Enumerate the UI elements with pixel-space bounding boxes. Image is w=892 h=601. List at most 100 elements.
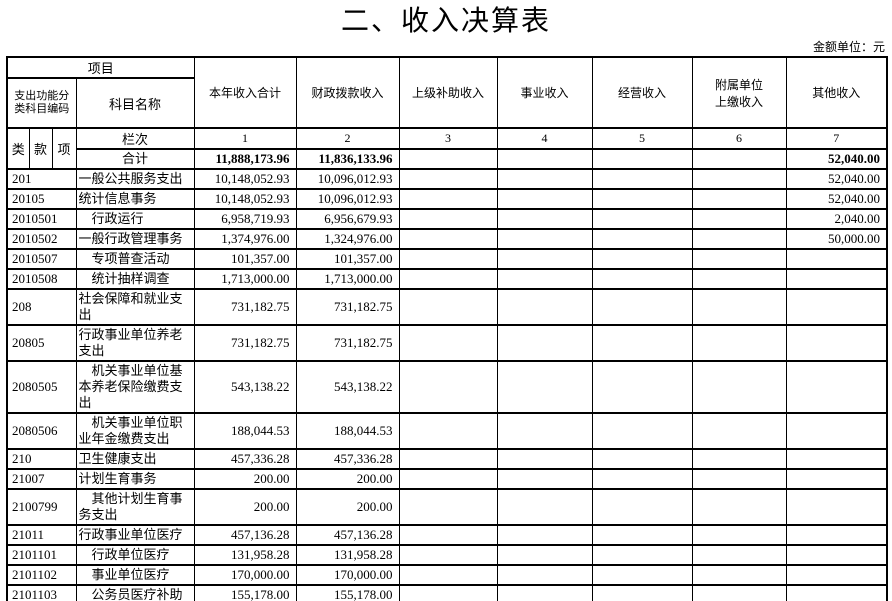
header-row-labels: 支出功能分类科目编码 科目名称	[6, 77, 887, 129]
row-code: 2101103	[6, 584, 77, 601]
column-number: 6	[691, 127, 787, 150]
total-row: 合计 11,888,173.96 11,836,133.96 52,040.00	[7, 148, 888, 170]
row-name: 专项普查活动	[75, 248, 195, 270]
table-row: 201 一般公共服务支出 10,148,052.93 10,096,012.93…	[6, 168, 888, 190]
row-value: 170,000.00	[295, 564, 400, 586]
row-code: 2101102	[6, 564, 77, 586]
row-value: 200.00	[193, 488, 297, 526]
row-code: 2101101	[6, 544, 77, 566]
page-title: 二、收入决算表	[340, 6, 551, 37]
row-value	[591, 324, 693, 362]
row-value: 131,958.28	[295, 544, 400, 566]
row-value	[591, 360, 693, 414]
row-name: 统计信息事务	[75, 188, 195, 210]
row-value	[398, 168, 498, 190]
row-code: 2080505	[6, 360, 77, 414]
table-row: 2010507 专项普查活动 101,357.00 101,357.00	[6, 248, 888, 270]
row-name: 行政单位医疗	[75, 544, 195, 566]
row-value	[591, 288, 693, 326]
row-value	[398, 524, 498, 546]
subject-name-header: 科目名称	[75, 77, 195, 129]
table-row: 2100799 其他计划生育事务支出 200.00 200.00	[6, 488, 888, 526]
total-value: 11,836,133.96	[295, 148, 400, 170]
row-value	[591, 248, 693, 270]
column-header-affiliate-remittance: 附属单位上缴收入	[691, 56, 787, 129]
row-value: 155,178.00	[193, 584, 297, 601]
row-value: 6,958,719.93	[193, 208, 297, 230]
row-value	[591, 448, 693, 470]
row-name: 事业单位医疗	[75, 564, 195, 586]
row-value: 50,000.00	[785, 228, 888, 250]
row-value	[591, 168, 693, 190]
row-value	[398, 288, 498, 326]
row-value	[496, 324, 593, 362]
row-value	[691, 168, 787, 190]
row-code: 208	[6, 288, 77, 326]
row-name: 行政运行	[75, 208, 195, 230]
row-name: 行政事业单位养老支出	[75, 324, 195, 362]
row-value	[591, 228, 693, 250]
row-value	[591, 268, 693, 290]
row-value	[496, 360, 593, 414]
row-value: 188,044.53	[193, 412, 297, 450]
column-header-business-income: 经营收入	[591, 56, 693, 129]
project-header: 项目	[6, 56, 195, 79]
row-value	[591, 544, 693, 566]
row-value: 731,182.75	[295, 288, 400, 326]
row-value	[496, 488, 593, 526]
row-value	[496, 448, 593, 470]
row-value: 52,040.00	[785, 188, 888, 210]
row-value	[496, 524, 593, 546]
row-value	[398, 268, 498, 290]
total-value: 52,040.00	[785, 148, 888, 170]
table-row: 20105 统计信息事务 10,148,052.93 10,096,012.93…	[6, 188, 888, 210]
row-value: 457,136.28	[193, 524, 297, 546]
row-value	[691, 544, 787, 566]
row-code: 20805	[6, 324, 77, 362]
column-header-operational-income: 事业收入	[496, 56, 593, 129]
row-value: 200.00	[295, 488, 400, 526]
column-header-superior-subsidy: 上级补助收入	[398, 56, 498, 129]
column-number: 4	[496, 127, 593, 150]
row-value	[496, 544, 593, 566]
row-value	[591, 468, 693, 490]
row-value	[785, 360, 888, 414]
row-value: 1,374,976.00	[193, 228, 297, 250]
row-value	[398, 188, 498, 210]
row-value	[398, 488, 498, 526]
row-code: 2010501	[6, 208, 77, 230]
revenue-table: 项目 本年收入合计 财政拨款收入 上级补助收入 事业收入 经营收入 附属单位上缴…	[6, 56, 889, 601]
row-value: 731,182.75	[193, 324, 297, 362]
row-value	[398, 564, 498, 586]
row-code: 2010507	[6, 248, 77, 270]
row-value	[785, 248, 888, 270]
row-code: 210	[6, 448, 77, 470]
row-value	[591, 524, 693, 546]
row-value	[496, 188, 593, 210]
row-name: 公务员医疗补助	[75, 584, 195, 601]
row-value	[785, 412, 888, 450]
row-name: 机关事业单位职业年金缴费支出	[75, 412, 195, 450]
row-name: 一般行政管理事务	[75, 228, 195, 250]
revenue-table-body: 项目 本年收入合计 财政拨款收入 上级补助收入 事业收入 经营收入 附属单位上缴…	[6, 56, 888, 601]
total-value	[691, 148, 787, 170]
row-name: 行政事业单位医疗	[75, 524, 195, 546]
code-subcol-item: 款	[28, 127, 53, 170]
column-number: 5	[591, 127, 693, 150]
row-value	[398, 208, 498, 230]
row-code: 2100799	[6, 488, 77, 526]
row-value: 10,148,052.93	[193, 188, 297, 210]
table-row: 2010502 一般行政管理事务 1,374,976.00 1,324,976.…	[6, 228, 888, 250]
row-value: 52,040.00	[785, 168, 888, 190]
table-row: 2080505 机关事业单位基本养老保险缴费支出 543,138.22 543,…	[6, 360, 888, 414]
row-value	[691, 324, 787, 362]
row-value	[496, 584, 593, 601]
lanci-label: 栏次	[75, 127, 195, 150]
row-value	[398, 544, 498, 566]
table-row: 210 卫生健康支出 457,336.28 457,336.28	[6, 448, 888, 470]
row-value	[785, 468, 888, 490]
row-value: 200.00	[193, 468, 297, 490]
row-code: 21011	[6, 524, 77, 546]
row-value	[691, 524, 787, 546]
